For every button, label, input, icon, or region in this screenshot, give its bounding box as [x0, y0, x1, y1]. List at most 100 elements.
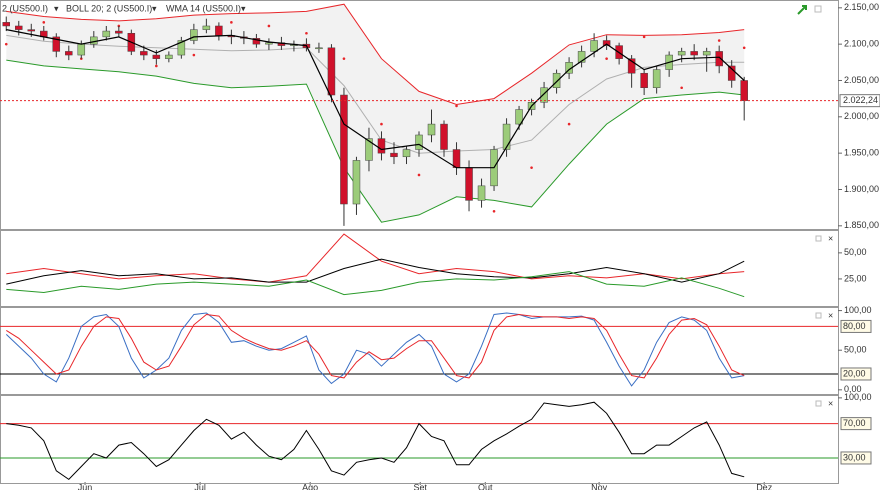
x-tick-label: Nov [591, 482, 608, 490]
wma-line [6, 29, 745, 169]
candle-body [90, 36, 98, 45]
sar-dot [4, 42, 8, 46]
y-tick-label: 50,00 [844, 247, 867, 257]
sar-dot [567, 122, 571, 126]
candle-body [2, 22, 11, 27]
series-line [6, 401, 745, 481]
candle-body [165, 54, 173, 59]
y-tick-label: 1.900,00 [844, 184, 879, 194]
candle-body [577, 51, 586, 63]
sar-dot [342, 57, 346, 60]
bollinger-name: BOLL 20; 2 (US500.I) [66, 3, 152, 13]
x-tick-label: Set [413, 482, 427, 490]
dropdown-arrow[interactable]: ▾ [241, 3, 246, 13]
candle-body [452, 149, 461, 168]
candle-body [215, 25, 223, 36]
candle-body [27, 29, 36, 32]
candle-body [540, 87, 548, 103]
candle-body [340, 94, 348, 205]
y-tick-label: 2.000,00 [844, 111, 879, 121]
wma-name: WMA 14 (US500.I) [166, 3, 241, 13]
y-tick-label: 100,00 [844, 305, 872, 315]
level-label-box [840, 451, 872, 465]
candle-body [265, 42, 273, 45]
sar-dot [305, 31, 308, 35]
candle-body [740, 80, 748, 101]
trend-icon[interactable] [797, 5, 807, 15]
candle-body [515, 109, 523, 125]
candle-body [177, 40, 186, 56]
series-line [6, 313, 745, 379]
pane-icon [815, 400, 822, 407]
level-label-box [840, 367, 872, 381]
candle-body [415, 134, 423, 150]
pane-close: × [828, 233, 833, 243]
y-tick-label: 100,00 [844, 392, 872, 402]
candle-body [627, 58, 636, 74]
pane-close: × [828, 310, 833, 320]
y-tick-label: 25,00 [844, 273, 867, 283]
candle-body [677, 51, 686, 56]
sar-dot [492, 209, 496, 213]
sar-dot [605, 57, 608, 60]
candle-body [15, 25, 23, 30]
candle-body [690, 51, 698, 56]
level-label-box [840, 417, 872, 431]
sar-dot [680, 86, 683, 90]
header: 2 (US500.I) ▾ BOLL 20; 2 (US500.I) ▾ WMA… [2, 3, 822, 15]
candle-body [365, 138, 373, 161]
candle-body [140, 51, 148, 56]
candle-body [102, 30, 111, 38]
level-label: 30,00 [843, 452, 866, 462]
sar-dot [742, 46, 746, 50]
pane-plot [0, 312, 838, 387]
candle-body [590, 40, 598, 52]
candle-body [190, 29, 198, 41]
y-tick-label: 2.100,00 [844, 39, 879, 49]
candle-body [427, 123, 436, 136]
x-tick-label: Jun [78, 482, 93, 490]
candle-body [715, 51, 723, 67]
pane-icon [815, 235, 822, 242]
candle-body [77, 43, 86, 56]
candle-body [202, 25, 211, 30]
pane-frame [0, 395, 839, 484]
y-tick-label: 2.050,00 [844, 75, 879, 85]
series-line [5, 312, 745, 387]
candle-body [377, 138, 386, 154]
candle-body [327, 47, 336, 96]
dropdown-arrow[interactable]: ▾ [152, 3, 157, 13]
last-price-box [839, 94, 880, 108]
candle-body [390, 152, 398, 158]
series-line [6, 233, 745, 283]
x-tick-label: Ago [302, 482, 318, 490]
bollinger-upper [6, 3, 745, 106]
price-name: 2 (US500.I) [2, 3, 48, 13]
candle-body [152, 54, 161, 59]
pane-plot [2, 3, 748, 226]
sar-dot [455, 104, 458, 108]
sar-dot [380, 122, 383, 126]
sar-dot [717, 39, 721, 42]
candle-body [52, 36, 61, 52]
candle-body [65, 51, 73, 56]
level-label: 20,00 [843, 368, 866, 378]
candle-body [402, 149, 411, 158]
series-line [6, 258, 745, 285]
sar-dot [530, 166, 533, 169]
sar-dot [192, 53, 196, 57]
window-icon[interactable] [814, 5, 822, 13]
bollinger-lower [6, 59, 745, 223]
level-label: 80,00 [843, 321, 866, 331]
sar-dot [642, 35, 646, 39]
candle-body [552, 72, 561, 88]
pane-plot [6, 233, 745, 298]
candle-body [502, 123, 511, 150]
y-tick-label: 1.850,00 [844, 220, 879, 230]
sar-dot [267, 24, 271, 28]
dropdown-arrow[interactable]: ▾ [54, 3, 59, 13]
y-tick-label: 0,00 [844, 384, 862, 394]
candle-body [652, 69, 661, 88]
candle-body [440, 123, 448, 150]
